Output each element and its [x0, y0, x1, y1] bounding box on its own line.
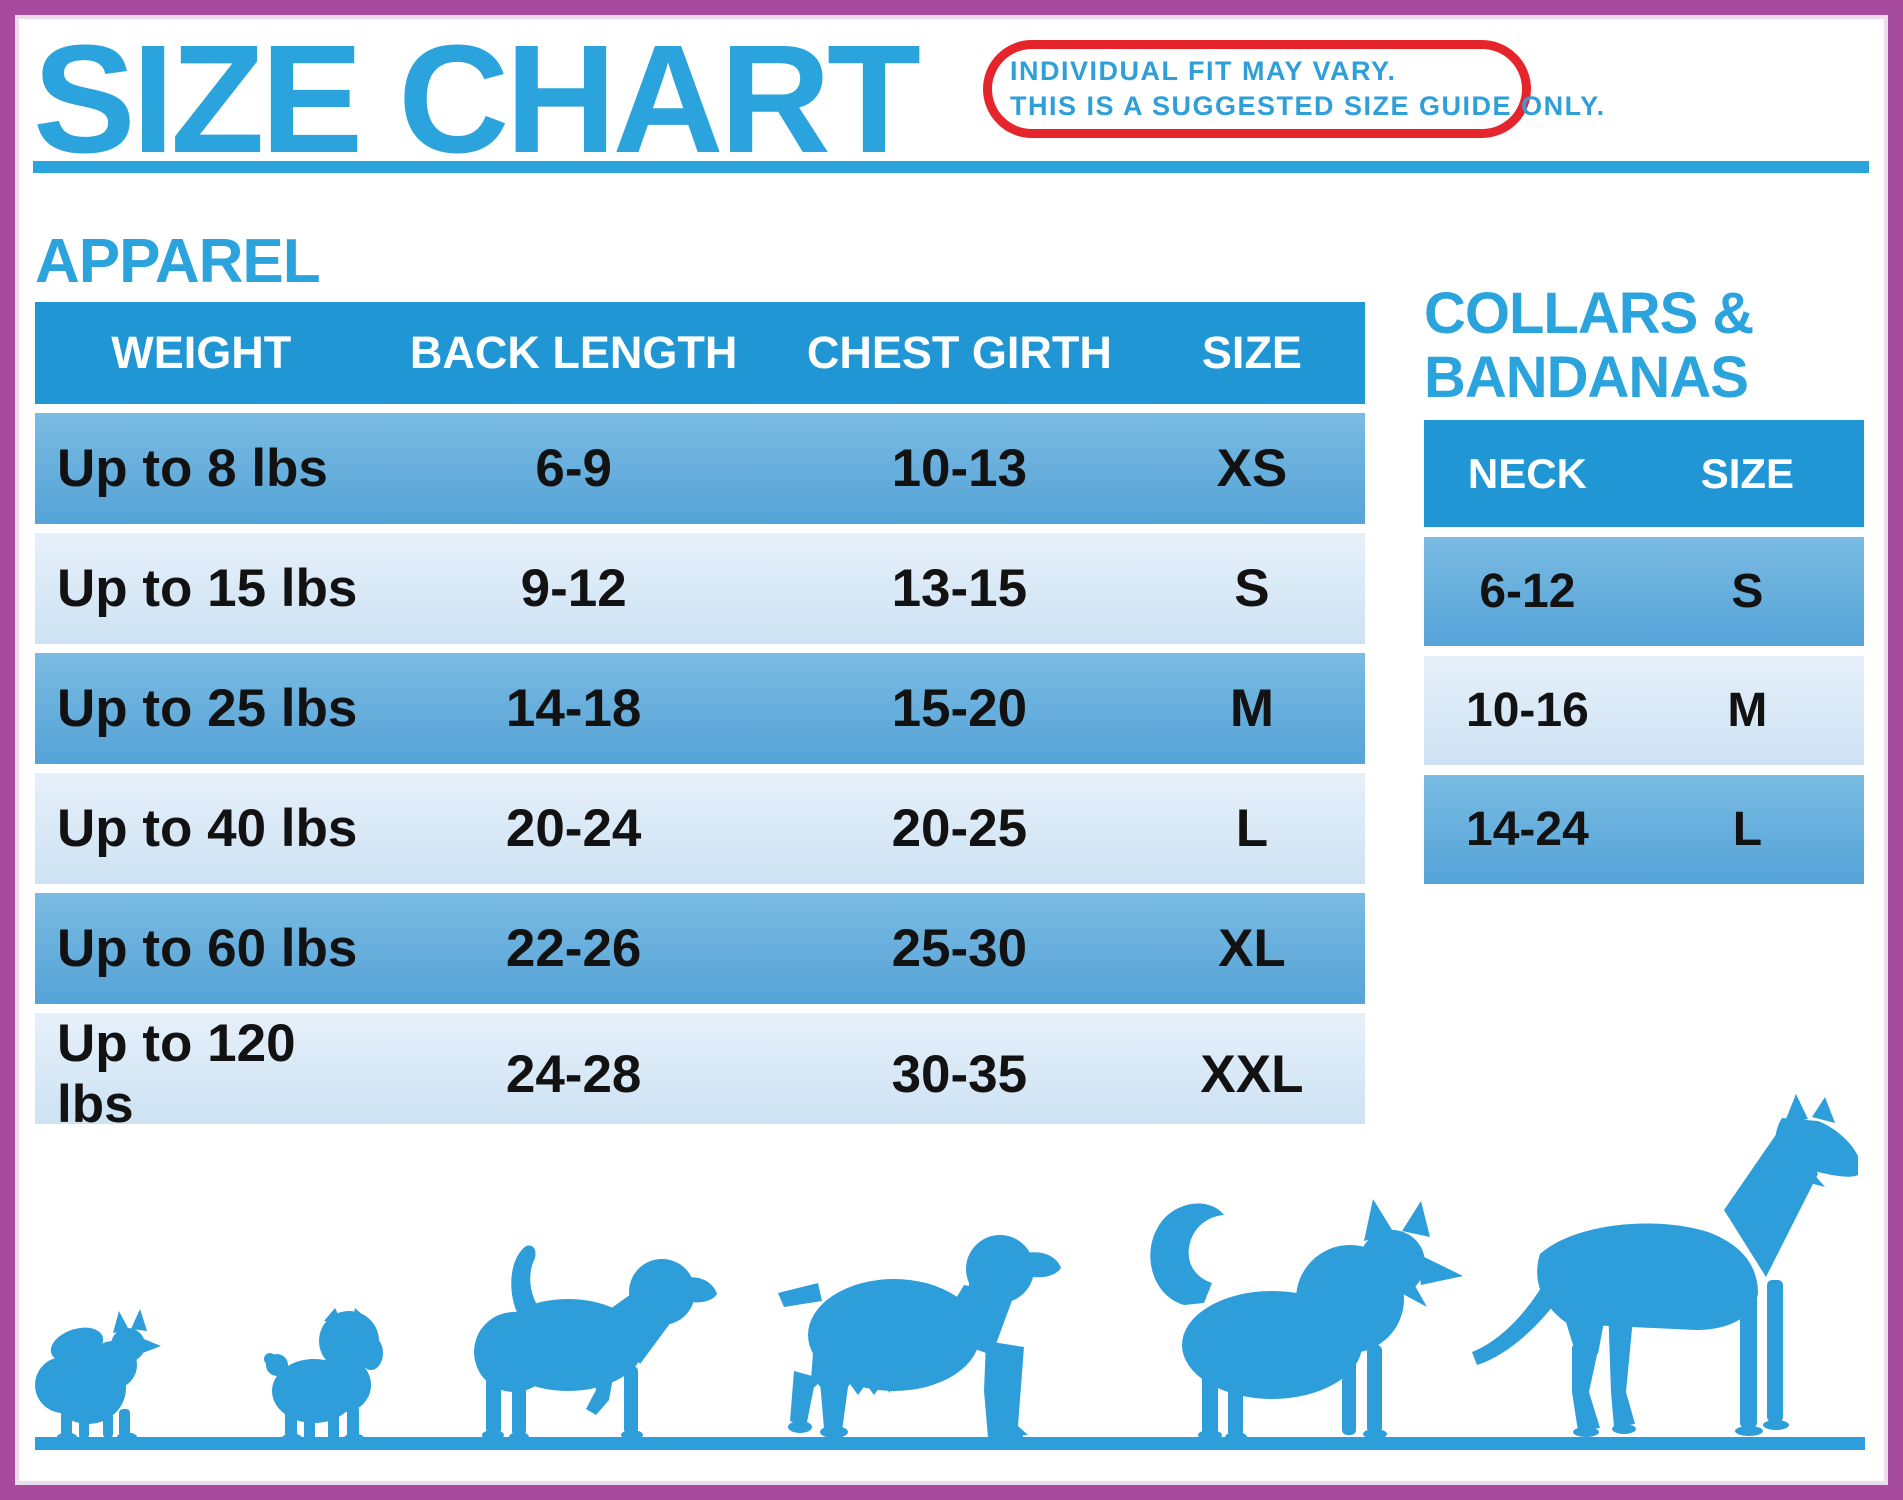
collars-heading-line-2: BANDANAS — [1424, 345, 1749, 410]
cell-weight: Up to 120 lbs — [57, 1014, 296, 1134]
cell-size: M — [1229, 679, 1275, 738]
apparel-size-table: WEIGHT BACK LENGTH CHEST GIRTH SIZE Up t… — [35, 302, 1365, 1134]
cell-chest-girth: 25-30 — [891, 919, 1028, 978]
disclaimer-line-2: THIS IS A SUGGESTED SIZE GUIDE ONLY. — [1010, 91, 1606, 121]
cell-weight: Up to 60 lbs — [57, 919, 358, 978]
table-row: Up to 8 lbs 6-9 10-13 XS — [35, 413, 1365, 524]
cell-size: L — [1732, 803, 1763, 856]
cell-weight: Up to 15 lbs — [57, 559, 358, 618]
collars-bandanas-heading: COLLARS & BANDANAS — [1424, 281, 1754, 410]
column-header-neck: NECK — [1467, 449, 1587, 497]
cell-size: S — [1731, 565, 1764, 618]
pomeranian-silhouette-icon — [33, 1303, 163, 1443]
cell-back-length: 6-9 — [535, 439, 612, 498]
cell-weight: Up to 25 lbs — [57, 679, 358, 738]
cell-weight: Up to 8 lbs — [57, 439, 328, 498]
husky-silhouette-icon — [1122, 1183, 1464, 1443]
table-row: 6-12 S — [1424, 537, 1864, 646]
cell-size: S — [1234, 559, 1270, 618]
column-header-back-length: BACK LENGTH — [409, 327, 738, 378]
cell-size: XL — [1218, 919, 1286, 978]
cell-size: XS — [1216, 439, 1288, 498]
pug-silhouette-icon — [252, 1303, 397, 1443]
cell-size: M — [1727, 684, 1768, 737]
disclaimer-callout: INDIVIDUAL FIT MAY VARY. THIS IS A SUGGE… — [983, 40, 1606, 138]
cell-back-length: 24-28 — [505, 1044, 642, 1104]
table-row: Up to 25 lbs 14-18 15-20 M — [35, 653, 1365, 764]
table-row: 14-24 L — [1424, 775, 1864, 884]
cell-back-length: 20-24 — [505, 799, 642, 858]
cocker-spaniel-silhouette-icon — [776, 1223, 1066, 1445]
table-row: Up to 15 lbs 9-12 13-15 S — [35, 533, 1365, 644]
disclaimer-line-1: INDIVIDUAL FIT MAY VARY. — [1010, 56, 1397, 86]
cell-chest-girth: 20-25 — [891, 799, 1028, 858]
cell-back-length: 9-12 — [520, 559, 627, 618]
apparel-heading: APPAREL — [35, 227, 321, 296]
cell-size: XXL — [1200, 1044, 1304, 1104]
table-row: Up to 40 lbs 20-24 20-25 L — [35, 773, 1365, 884]
collars-table-header: NECK SIZE — [1424, 420, 1864, 527]
page-title: SIZE CHART — [33, 13, 921, 185]
cell-chest-girth: 13-15 — [891, 559, 1028, 618]
collars-heading-line-1: COLLARS & — [1424, 281, 1754, 346]
column-header-size: SIZE — [1700, 449, 1795, 497]
collars-size-table: NECK SIZE 6-12 S 10-16 M 14-24 L — [1424, 420, 1864, 884]
title-underline — [33, 161, 1869, 173]
column-header-size: SIZE — [1201, 327, 1302, 378]
cell-chest-girth: 10-13 — [891, 439, 1028, 498]
table-row: Up to 60 lbs 22-26 25-30 XL — [35, 893, 1365, 1004]
cell-neck: 10-16 — [1466, 684, 1589, 737]
cell-chest-girth: 30-35 — [891, 1044, 1028, 1104]
cell-weight: Up to 40 lbs — [57, 799, 358, 858]
cell-neck: 14-24 — [1466, 803, 1589, 856]
ground-line — [35, 1437, 1865, 1450]
column-header-weight: WEIGHT — [111, 327, 292, 378]
cell-size: L — [1235, 799, 1269, 858]
table-row: Up to 120 lbs 24-28 30-35 XXL — [35, 1013, 1365, 1134]
apparel-table-header: WEIGHT BACK LENGTH CHEST GIRTH SIZE — [35, 302, 1365, 404]
beagle-silhouette-icon — [428, 1240, 720, 1443]
cell-chest-girth: 15-20 — [891, 679, 1028, 738]
cell-neck: 6-12 — [1479, 565, 1576, 618]
column-header-chest-girth: CHEST GIRTH — [806, 327, 1112, 378]
cell-back-length: 14-18 — [505, 679, 642, 738]
great-dane-silhouette-icon — [1456, 1092, 1860, 1442]
cell-back-length: 22-26 — [505, 919, 642, 978]
table-row: 10-16 M — [1424, 656, 1864, 765]
